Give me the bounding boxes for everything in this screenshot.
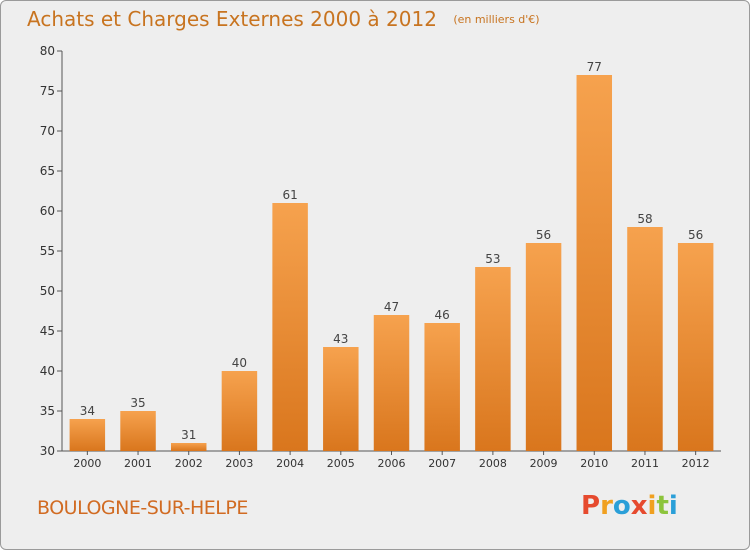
data-label: 31 <box>181 428 196 442</box>
bar-2008 <box>475 267 511 451</box>
logo-letter: r <box>600 491 613 521</box>
data-label: 58 <box>637 212 652 226</box>
logo-letter: P <box>581 491 601 521</box>
y-tick-label: 30 <box>40 444 55 458</box>
y-tick-label: 80 <box>40 44 55 58</box>
x-tick-label: 2009 <box>530 457 558 470</box>
chart-subtitle: (en milliers d'€) <box>453 13 540 26</box>
bar-2012 <box>677 243 714 451</box>
data-label: 56 <box>688 228 703 242</box>
logo-letter: t <box>656 491 669 521</box>
y-tick-label: 60 <box>40 204 55 218</box>
logo-letter: x <box>630 491 648 521</box>
x-tick-label: 2006 <box>378 457 406 470</box>
bar-2011 <box>627 227 663 451</box>
x-tick-label: 2007 <box>428 457 456 470</box>
y-tick-label: 70 <box>40 124 55 138</box>
y-tick-label: 35 <box>40 404 55 418</box>
data-label: 46 <box>435 308 450 322</box>
commune-name: BOULOGNE-SUR-HELPE <box>37 497 248 519</box>
chart-axes: 30 35 40 45 50 55 60 65 70 75 80 2000 2001 2002 2003 20… <box>40 44 721 470</box>
chart-bars <box>69 75 714 451</box>
x-tick-label: 2011 <box>631 457 659 470</box>
data-label: 35 <box>130 396 145 410</box>
bar-2000 <box>69 419 106 451</box>
bar-2010 <box>576 75 613 451</box>
y-tick-label: 75 <box>40 84 55 98</box>
bar-2009 <box>525 243 562 451</box>
data-label: 40 <box>232 356 247 370</box>
y-tick-label: 50 <box>40 284 55 298</box>
bar-2007 <box>424 323 460 451</box>
x-tick-label: 2005 <box>327 457 355 470</box>
y-tick-label: 55 <box>40 244 55 258</box>
bar-2005 <box>323 347 359 451</box>
chart-title: Achats et Charges Externes 2000 à 2012 (… <box>27 7 540 31</box>
data-label: 53 <box>485 252 500 266</box>
y-tick-label: 40 <box>40 364 55 378</box>
bar-2002 <box>170 443 207 451</box>
data-label: 34 <box>80 404 95 418</box>
logo-letter: i <box>668 491 678 521</box>
chart-title-text: Achats et Charges Externes 2000 à 2012 <box>27 7 437 31</box>
data-label: 61 <box>282 188 297 202</box>
data-label: 56 <box>536 228 551 242</box>
bar-2001 <box>120 411 156 451</box>
bar-2006 <box>373 315 410 451</box>
y-tick-label: 45 <box>40 324 55 338</box>
chart-data-labels: 34 35 31 40 61 43 47 46 53 56 77 58 56 <box>80 60 704 442</box>
logo-letter: o <box>612 491 631 521</box>
bar-2003 <box>221 371 258 451</box>
x-tick-label: 2003 <box>225 457 253 470</box>
x-tick-label: 2001 <box>124 457 152 470</box>
logo-letter: i <box>647 491 657 521</box>
data-label: 77 <box>587 60 602 74</box>
bar-2004 <box>272 203 308 451</box>
x-tick-label: 2010 <box>580 457 608 470</box>
data-label: 47 <box>384 300 399 314</box>
data-label: 43 <box>333 332 348 346</box>
x-tick-label: 2008 <box>479 457 507 470</box>
y-tick-label: 65 <box>40 164 55 178</box>
x-tick-label: 2000 <box>73 457 101 470</box>
x-tick-label: 2002 <box>175 457 203 470</box>
x-tick-label: 2004 <box>276 457 304 470</box>
proxiti-logo: Proxiti <box>581 491 678 521</box>
x-tick-label: 2012 <box>682 457 710 470</box>
